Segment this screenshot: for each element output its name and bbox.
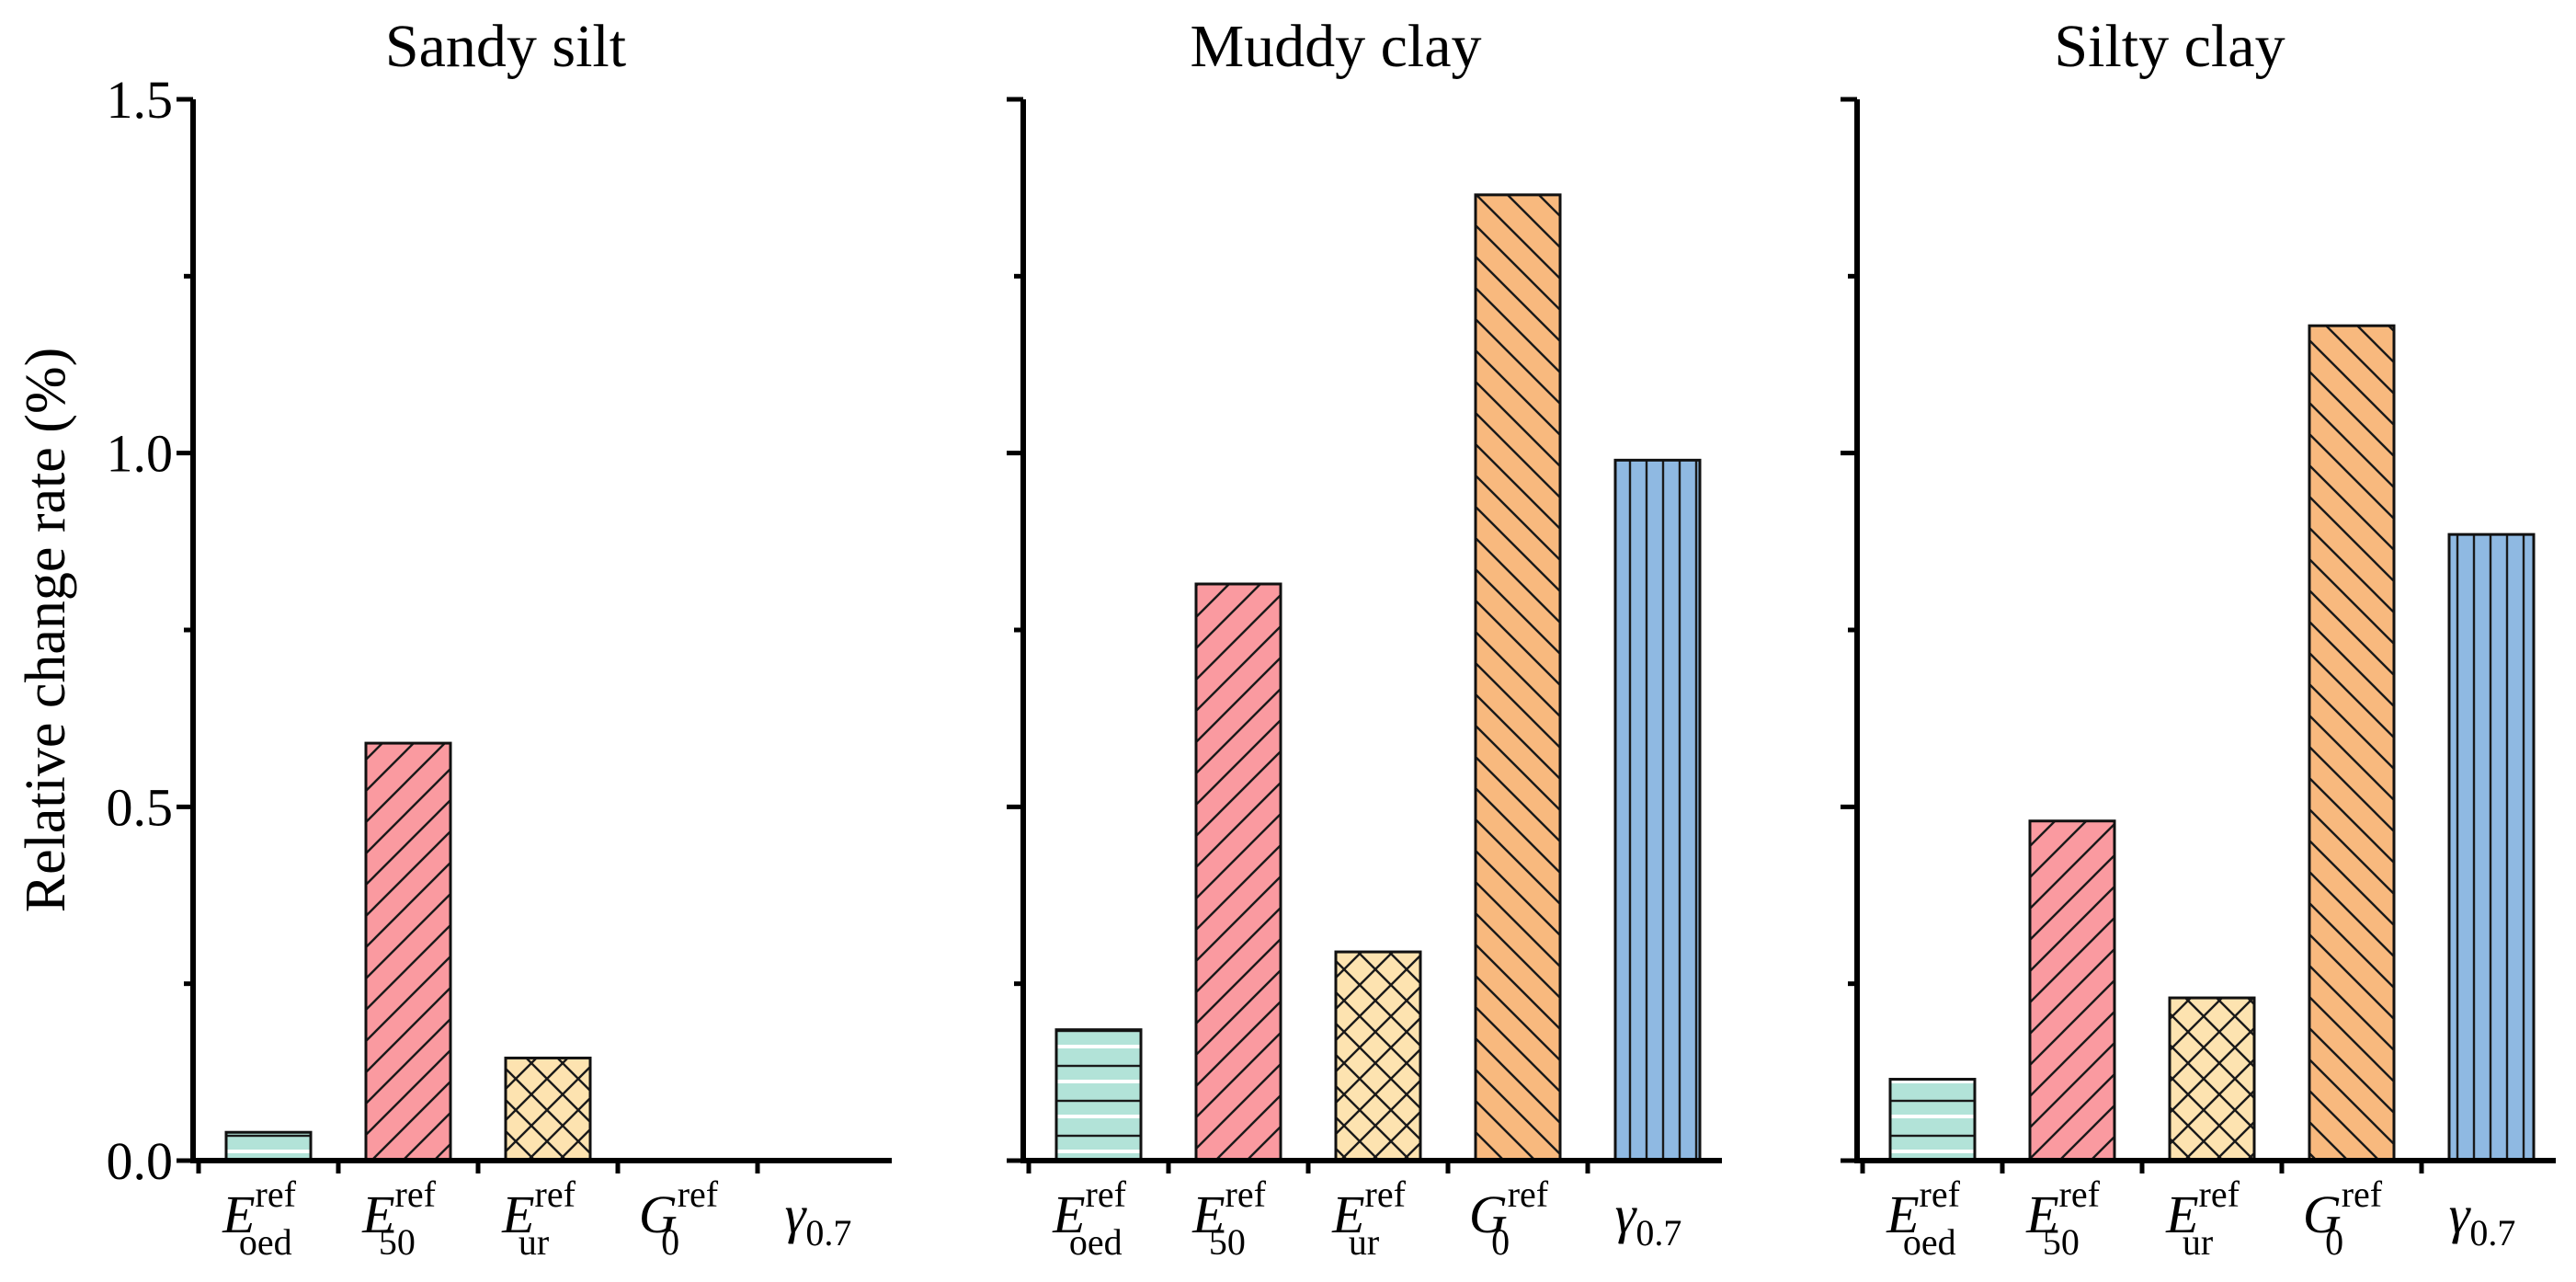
bar xyxy=(2308,324,2396,1162)
x-tick-label: Eref ur xyxy=(501,1173,576,1263)
bar xyxy=(2168,996,2256,1162)
bar xyxy=(1613,458,1702,1162)
bar xyxy=(2447,532,2536,1162)
panel-title: Silty clay xyxy=(2054,13,2285,80)
bar xyxy=(1194,582,1282,1162)
x-tick-label: γ0.7 xyxy=(1615,1185,1682,1253)
panel-3: Silty clay xyxy=(1841,13,2556,1173)
x-tick-label: Eref 50 xyxy=(361,1173,437,1263)
x-tick-label: Gref 0 xyxy=(639,1173,719,1263)
x-tick-label: Eref oed xyxy=(1886,1173,1961,1263)
y-tick-label: 1.5 xyxy=(107,70,174,130)
bar xyxy=(364,741,452,1162)
bar xyxy=(1054,1028,1143,1162)
x-tick-label: Eref 50 xyxy=(2025,1173,2101,1263)
x-tick-label: γ0.7 xyxy=(2449,1185,2516,1253)
bar xyxy=(224,1130,313,1162)
bar xyxy=(1474,193,1562,1162)
x-tick-label: Eref oed xyxy=(222,1173,297,1263)
bar xyxy=(1888,1078,1977,1162)
y-tick-label: 0.0 xyxy=(107,1131,174,1191)
bar xyxy=(2028,819,2116,1162)
x-tick-label: Eref oed xyxy=(1052,1173,1127,1263)
x-tick-label: Eref 50 xyxy=(1191,1173,1267,1263)
bar xyxy=(504,1056,592,1162)
y-tick-label: 1.0 xyxy=(107,424,174,484)
panel-1: Sandy silt xyxy=(177,13,892,1173)
panel-title: Muddy clay xyxy=(1190,13,1481,80)
bar xyxy=(1334,950,1422,1162)
x-tick-label: Eref ur xyxy=(2165,1173,2240,1263)
x-tick-label: Gref 0 xyxy=(1469,1173,1549,1263)
x-tick-label: Eref ur xyxy=(1331,1173,1407,1263)
y-axis-title: Relative change rate (%) xyxy=(15,348,77,913)
panel-title: Sandy silt xyxy=(385,13,626,80)
x-tick-label: Gref 0 xyxy=(2303,1173,2383,1263)
panel-2: Muddy clay xyxy=(1007,13,1722,1173)
y-tick-label: 0.5 xyxy=(107,777,174,837)
x-tick-label: γ0.7 xyxy=(785,1185,852,1253)
